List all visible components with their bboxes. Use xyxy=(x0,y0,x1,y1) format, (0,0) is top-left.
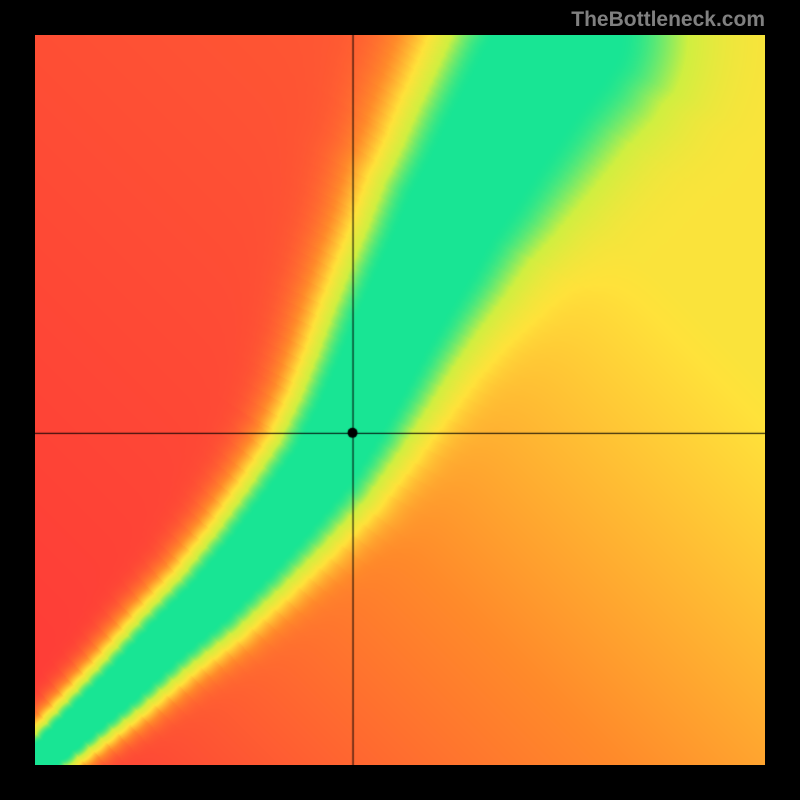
chart-container: TheBottleneck.com xyxy=(0,0,800,800)
watermark-text: TheBottleneck.com xyxy=(571,8,765,32)
bottleneck-heatmap xyxy=(35,35,765,765)
